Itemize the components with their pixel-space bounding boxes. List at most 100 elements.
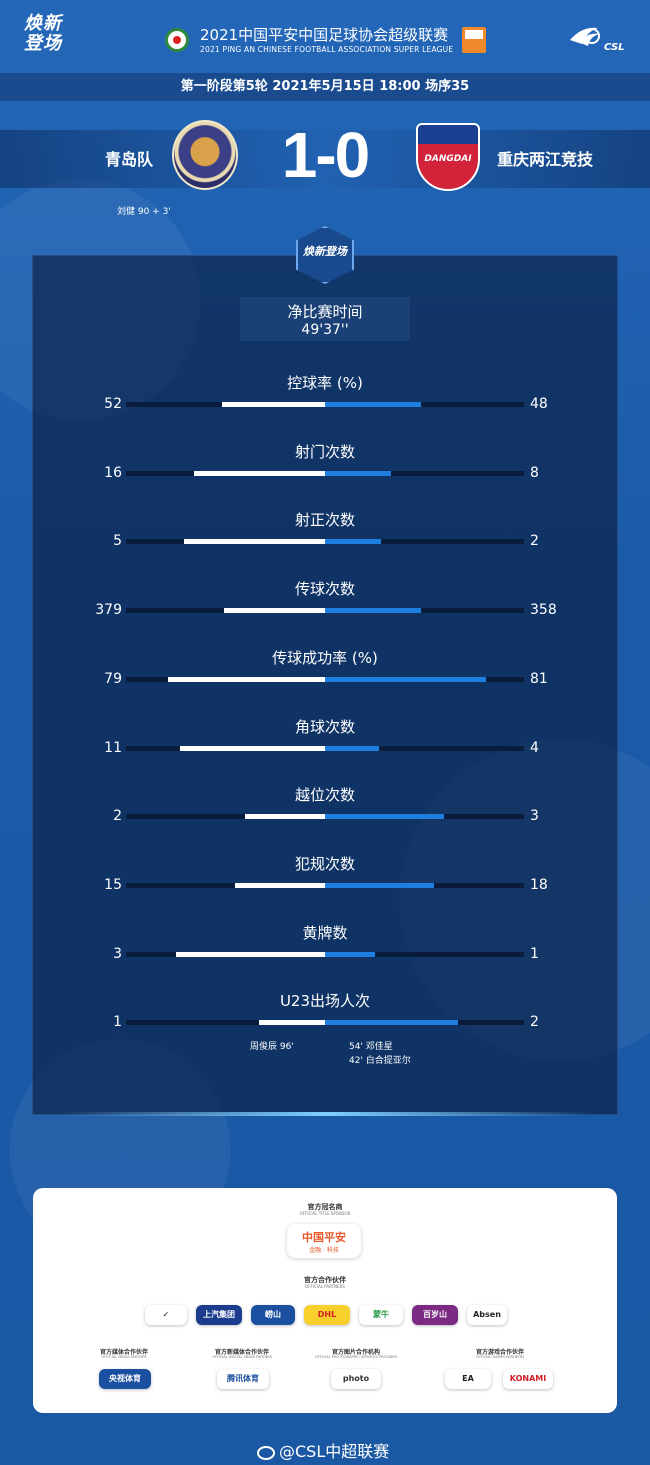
- cfa-emblem-icon: [165, 28, 189, 52]
- stat-row: 犯规次数 15 18: [0, 853, 650, 913]
- stat-row: 越位次数 2 3: [0, 784, 650, 844]
- stat-home-bar: [259, 1020, 325, 1026]
- stat-home-value: 1: [113, 1014, 122, 1031]
- absen-logo: Absen: [467, 1305, 507, 1325]
- stat-away-value: 3: [530, 808, 539, 825]
- stat-away-bar: [325, 608, 421, 614]
- mengniu-logo: 蒙牛: [359, 1305, 403, 1325]
- stat-away-value: 2: [530, 1014, 539, 1031]
- stat-label: 传球成功率 (%): [272, 648, 378, 667]
- weibo-handle-text: @CSL中超联赛: [279, 1442, 390, 1461]
- ganten-logo: 百岁山: [412, 1305, 458, 1325]
- game-partner-heading: 官方游戏合作伙伴: [475, 1349, 524, 1356]
- photo-partner-heading: 官方图片合作机构: [331, 1349, 380, 1356]
- title-sponsor-name: 中国平安: [302, 1231, 346, 1244]
- stat-home-bar: [245, 814, 325, 820]
- stat-home-bar: [168, 676, 325, 682]
- stat-home-value: 5: [113, 533, 122, 550]
- media-partner-sub: OFFICIAL MEDIA PARTNER: [101, 1355, 147, 1359]
- stat-row: 控球率 (%) 52 48: [0, 372, 650, 432]
- stat-row: 角球次数 11 4: [0, 716, 650, 776]
- away-team-name: 重庆两江竞技: [497, 150, 594, 169]
- stat-row: 传球成功率 (%) 79 81: [0, 647, 650, 707]
- stat-row: 射门次数 16 8: [0, 441, 650, 501]
- title-sponsor-logo: 中国平安 金融 · 科技: [287, 1224, 361, 1258]
- weibo-icon: [257, 1445, 275, 1460]
- stat-home-bar: [222, 402, 325, 407]
- stat-away-bar: [325, 745, 379, 751]
- stat-home-bar: [194, 470, 325, 476]
- stat-label: 角球次数: [294, 717, 355, 736]
- partners-sub: OFFICIAL PARTNERS: [305, 1284, 345, 1289]
- laoshan-logo: 崂山: [251, 1305, 295, 1325]
- round-info: 第一阶段第5轮 2021年5月15日 18:00 场序35: [0, 73, 650, 101]
- stat-home-bar: [235, 882, 325, 888]
- vcg-photo-logo: photo: [331, 1369, 381, 1389]
- stat-away-value: 48: [530, 396, 548, 412]
- partners-heading: 官方合作伙伴: [304, 1276, 346, 1284]
- brand-logo: 焕新登场: [24, 13, 62, 54]
- dhl-logo: DHL: [304, 1305, 350, 1325]
- stat-away-bar: [325, 470, 391, 476]
- cctv-sports-logo: 央视体育: [99, 1369, 151, 1389]
- ping-an-badge-icon: [462, 27, 486, 53]
- csl-text: CSL: [604, 42, 625, 53]
- stat-away-value: 2: [530, 533, 539, 550]
- stat-label: 犯规次数: [294, 854, 355, 873]
- photo-partner-sub: OFFICIAL PHOTOGRAPHIC SERVICES PROVIDER: [315, 1355, 397, 1359]
- stat-home-value: 379: [95, 602, 122, 619]
- stat-label: 射门次数: [294, 442, 355, 461]
- away-crest-text: DANGDAI: [424, 154, 472, 164]
- stat-home-bar: [180, 745, 325, 751]
- stat-row: U23出场人次 1 2: [0, 990, 650, 1050]
- panel-glow: [60, 1112, 590, 1116]
- stat-home-bar: [184, 539, 325, 545]
- stat-row: 传球次数 379 358: [0, 578, 650, 638]
- stat-label: 越位次数: [294, 786, 355, 805]
- stat-row: 黄牌数 3 1: [0, 922, 650, 982]
- league-subtitle: 2021 PING AN CHINESE FOOTBALL ASSOCIATIO…: [200, 45, 454, 54]
- title-sponsor-tag: 金融 · 科技: [309, 1247, 339, 1254]
- stat-away-bar: [325, 676, 486, 682]
- play-time-label: 净比赛时间: [287, 303, 363, 321]
- tencent-sports-logo: 腾讯体育: [217, 1369, 269, 1389]
- stat-home-value: 52: [104, 396, 122, 412]
- score-band: [0, 130, 650, 188]
- stat-away-value: 81: [530, 670, 548, 687]
- away-team-crest-icon: [416, 123, 480, 191]
- stat-label: 传球次数: [294, 580, 355, 599]
- csl-logo-icon: [570, 27, 600, 46]
- stat-away-value: 18: [530, 876, 548, 893]
- stat-row: 射正次数 5 2: [0, 509, 650, 569]
- media-partner-heading: 官方媒体合作伙伴: [99, 1349, 148, 1356]
- sponsors-panel: 官方冠名商 OFFICIAL TITLE SPONSOR 中国平安 金融 · 科…: [33, 1188, 617, 1413]
- title-sponsor-heading: 官方冠名商: [307, 1203, 343, 1211]
- game-partner-sub: OFFICIAL GAMES PARTNERS: [475, 1355, 525, 1359]
- stat-home-value: 3: [113, 945, 122, 962]
- saic-logo: 上汽集团: [196, 1305, 242, 1325]
- stat-home-value: 79: [104, 670, 122, 687]
- u23-home-note: 周俊辰 96': [250, 1042, 294, 1052]
- league-title: 2021中国平安中国足球协会超级联赛: [200, 26, 449, 44]
- ea-sports-logo: EA: [445, 1369, 491, 1389]
- header: 焕新登场 2021中国平安中国足球协会超级联赛 2021 PING AN CHI…: [0, 0, 650, 70]
- digital-partner-heading: 官方新媒体合作伙伴: [214, 1349, 269, 1356]
- weibo-handle[interactable]: @CSL中超联赛: [257, 1438, 389, 1462]
- stat-label: 控球率 (%): [287, 374, 363, 392]
- stat-home-value: 16: [104, 464, 122, 481]
- u23-away-note-2: 42' 白合提亚尔: [349, 1056, 411, 1066]
- stat-label: 射正次数: [294, 511, 355, 530]
- konami-logo: KONAMI: [503, 1369, 553, 1389]
- match-score: 1-0: [281, 119, 371, 191]
- stat-away-bar: [325, 402, 421, 407]
- stat-away-bar: [325, 539, 381, 545]
- stat-home-value: 15: [104, 876, 122, 893]
- play-time-value: 49'37'': [301, 322, 349, 338]
- title-sponsor-sub: OFFICIAL TITLE SPONSOR: [299, 1211, 351, 1216]
- stat-home-value: 11: [104, 739, 122, 756]
- stat-label: U23出场人次: [279, 992, 371, 1011]
- play-time-box: 净比赛时间 49'37'': [240, 297, 410, 341]
- home-team-name: 青岛队: [105, 150, 154, 169]
- digital-partner-sub: OFFICIAL DIGITAL MEDIA PARTNER: [212, 1355, 272, 1359]
- stat-home-bar: [176, 951, 325, 957]
